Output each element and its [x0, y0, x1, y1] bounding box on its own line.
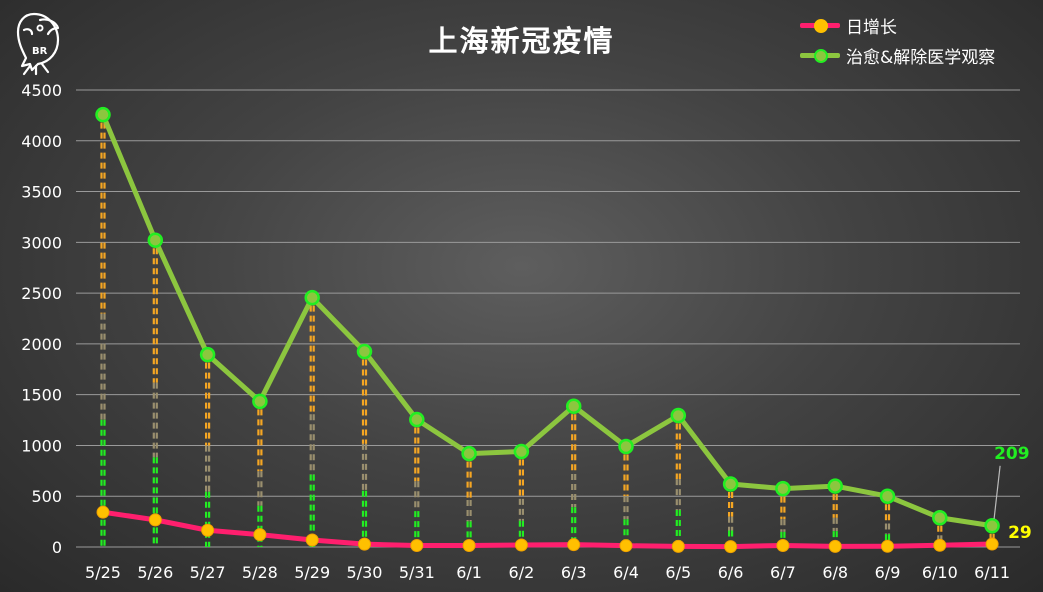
x-tick-label: 5/28 [242, 563, 278, 582]
data-point [199, 346, 216, 363]
data-point [356, 343, 373, 360]
y-tick-label: 1000 [21, 436, 62, 455]
data-point [96, 505, 110, 519]
data-point [462, 538, 476, 552]
y-tick-label: 3000 [21, 233, 62, 252]
data-point [305, 533, 319, 547]
legend-swatch-daily [800, 15, 840, 35]
parrot-logo-icon: BR [10, 8, 66, 76]
x-tick-label: 5/27 [190, 563, 226, 582]
legend-item-recovered: 治愈&解除医学观察 [800, 40, 995, 70]
data-point [201, 523, 215, 537]
data-point [461, 445, 477, 462]
x-tick-label: 6/6 [718, 563, 744, 582]
x-tick-label: 5/31 [399, 563, 435, 582]
x-tick-label: 6/3 [561, 563, 587, 582]
x-tick-label: 6/1 [456, 563, 482, 582]
x-tick-label: 5/25 [85, 563, 121, 582]
y-tick-label: 2000 [21, 335, 62, 354]
x-tick-label: 6/10 [922, 563, 958, 582]
data-point [827, 478, 843, 494]
data-point [879, 488, 896, 504]
data-point [358, 537, 371, 551]
series-line [100, 509, 995, 550]
data-point [881, 539, 894, 553]
data-point [724, 540, 738, 554]
data-point [252, 393, 268, 410]
y-tick-label: 0 [52, 538, 62, 557]
x-tick-label: 6/9 [875, 563, 901, 582]
data-point [148, 513, 162, 527]
legend-item-daily: 日增长 [800, 10, 995, 40]
data-point [513, 443, 530, 460]
data-point [722, 476, 739, 492]
data-point [828, 539, 842, 553]
series-line [100, 112, 995, 529]
y-tick-label: 500 [31, 487, 62, 506]
data-point [304, 289, 320, 306]
data-point [776, 538, 790, 552]
data-point [147, 232, 164, 248]
annotation-label: 29 [1008, 523, 1032, 543]
legend-label-recovered: 治愈&解除医学观察 [846, 47, 996, 68]
x-tick-label: 6/7 [770, 563, 796, 582]
y-tick-label: 4500 [21, 81, 62, 100]
data-point [670, 407, 687, 424]
data-point [514, 538, 528, 552]
data-point [933, 538, 947, 552]
legend: 日增长 治愈&解除医学观察 [800, 10, 995, 70]
x-tick-label: 6/8 [822, 563, 848, 582]
annotation-label: 209 [994, 444, 1030, 464]
chart-title: 上海新冠疫情 [428, 24, 615, 58]
y-tick-label: 4000 [21, 132, 62, 151]
x-tick-label: 6/11 [974, 563, 1010, 582]
data-point [984, 518, 1000, 534]
data-point [409, 411, 425, 428]
data-point [619, 539, 633, 553]
data-point [410, 538, 424, 552]
data-point [985, 537, 999, 551]
legend-swatch-recovered [800, 45, 840, 65]
callout-line [993, 465, 1001, 519]
y-tick-label: 1500 [21, 386, 62, 405]
x-tick-label: 6/2 [509, 563, 535, 582]
x-tick-label: 6/5 [665, 563, 691, 582]
x-tick-label: 5/26 [137, 563, 173, 582]
x-tick-label: 6/4 [613, 563, 639, 582]
data-point [618, 438, 634, 455]
x-tick-label: 5/30 [347, 563, 383, 582]
y-tick-label: 3500 [21, 183, 62, 202]
data-point [932, 510, 948, 526]
data-point [671, 539, 685, 553]
logo-text: BR [32, 46, 48, 57]
legend-label-daily: 日增长 [846, 17, 897, 38]
data-point [775, 480, 791, 497]
data-point [567, 538, 581, 552]
data-point [95, 106, 111, 123]
data-point [565, 398, 582, 414]
x-tick-label: 5/29 [294, 563, 330, 582]
y-tick-label: 2500 [21, 284, 62, 303]
data-point [253, 528, 267, 542]
